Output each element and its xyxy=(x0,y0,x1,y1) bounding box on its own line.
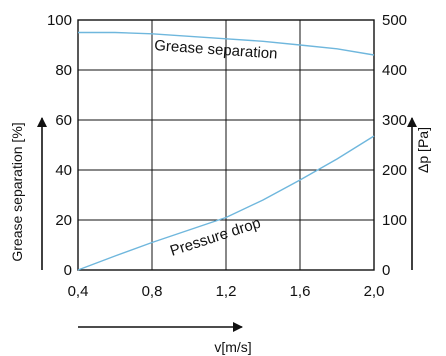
y-left-tick-label: 0 xyxy=(64,262,72,279)
grid xyxy=(78,20,374,270)
y-right-tick-label: 100 xyxy=(382,212,407,229)
y-right-tick-label: 500 xyxy=(382,12,407,29)
y-axis-right-title: Δp [Pa] xyxy=(415,127,431,173)
x-tick-labels: 0,4 0,8 1,2 1,6 2,0 xyxy=(68,283,385,300)
right-tick-labels: 0 100 200 300 400 500 xyxy=(382,12,407,279)
y-right-tick-label: 300 xyxy=(382,112,407,129)
y-axis-left-title: Grease separation [%] xyxy=(9,122,25,261)
y-right-tick-label: 200 xyxy=(382,162,407,179)
x-tick-label: 1,6 xyxy=(290,283,311,300)
y-right-tick-label: 400 xyxy=(382,62,407,79)
x-tick-label: 0,8 xyxy=(142,283,163,300)
y-left-tick-label: 40 xyxy=(55,162,72,179)
left-tick-labels: 0 20 40 60 80 100 xyxy=(47,12,72,279)
y-left-tick-label: 80 xyxy=(55,62,72,79)
x-tick-label: 0,4 xyxy=(68,283,89,300)
y-left-tick-label: 20 xyxy=(55,212,72,229)
y-left-tick-label: 100 xyxy=(47,12,72,29)
x-tick-label: 2,0 xyxy=(364,283,385,300)
plot-frame xyxy=(77,19,375,271)
x-tick-label: 1,2 xyxy=(216,283,237,300)
series-line-pressure-drop xyxy=(77,135,375,271)
series-line-grease-separation xyxy=(78,31,375,56)
y-left-tick-label: 60 xyxy=(55,112,72,129)
y-right-tick-label: 0 xyxy=(382,262,390,279)
series-layer xyxy=(77,31,375,271)
x-axis-title: v[m/s] xyxy=(214,339,251,355)
